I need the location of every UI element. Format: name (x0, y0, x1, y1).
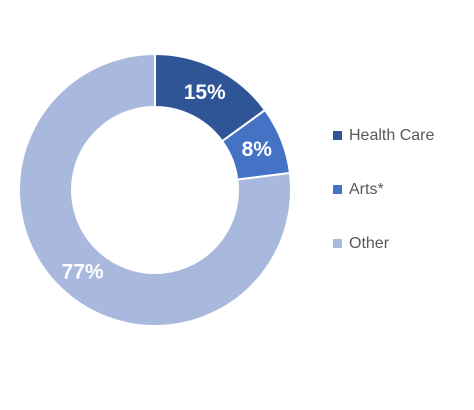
data-labels: 15% 8% 77% (62, 81, 273, 284)
data-label-other: 77% (62, 261, 104, 284)
data-label-health-care: 15% (184, 81, 226, 104)
donut-slices (18, 52, 292, 327)
legend-label-arts: Arts* (349, 180, 384, 198)
legend-item-other: Other (333, 230, 468, 257)
data-label-arts: 8% (242, 138, 273, 161)
legend-item-health-care: Health Care (333, 122, 468, 149)
legend-swatch-health-care (333, 131, 342, 140)
legend-swatch-other (333, 239, 342, 248)
slice-other (18, 52, 292, 327)
legend-item-arts: Arts* (333, 176, 468, 203)
legend: Health Care Arts* Other (333, 122, 468, 284)
legend-label-health-care: Health Care (349, 126, 435, 144)
legend-swatch-arts (333, 185, 342, 194)
legend-label-other: Other (349, 234, 390, 252)
